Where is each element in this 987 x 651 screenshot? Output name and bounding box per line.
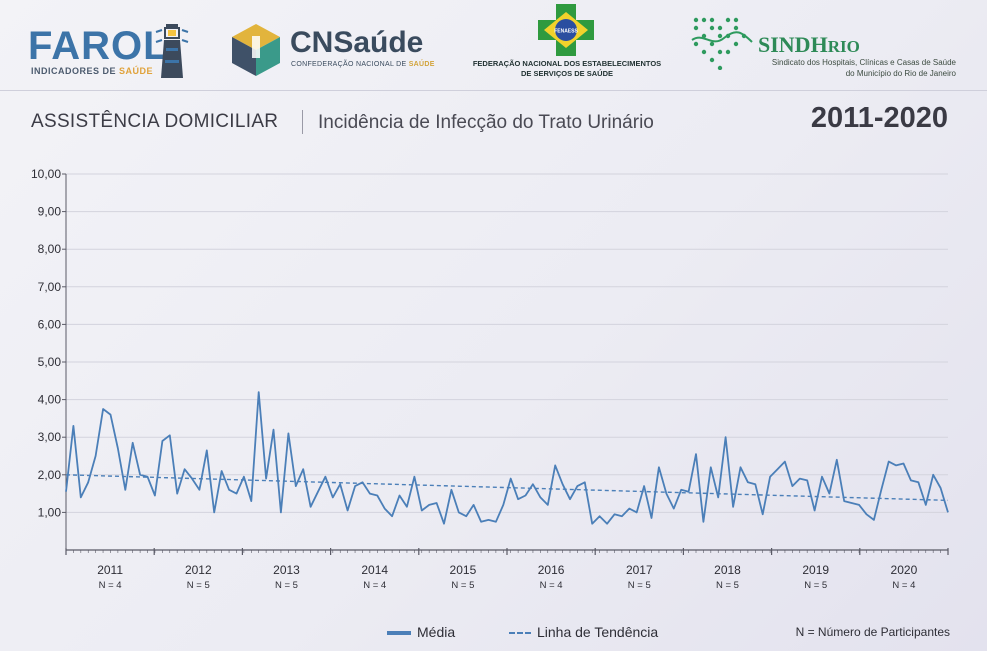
sindhrio-logo: SINDHRIO Sindicato dos Hospitais, Clínic… bbox=[690, 12, 960, 80]
x-year-label: 2012 bbox=[185, 563, 212, 577]
x-participants-label: N = 4 bbox=[540, 580, 563, 591]
fenaess-badge-text: FENAESS bbox=[554, 29, 578, 35]
period-label: 2011-2020 bbox=[810, 102, 948, 134]
farol-wordmark: FAROL bbox=[28, 24, 169, 68]
legend-trend: Linha de Tendência bbox=[509, 624, 658, 640]
y-tick-label: 3,00 bbox=[38, 430, 62, 444]
participants-note: N = Número de Participantes bbox=[795, 625, 950, 639]
x-participants-label: N = 4 bbox=[99, 580, 122, 591]
fenaess-line2: DE SERVIÇOS DE SAÚDE bbox=[521, 69, 613, 78]
series-media-line bbox=[65, 391, 949, 525]
lighthouse-icon bbox=[155, 24, 189, 78]
cnsaude-tagline: CONFEDERAÇÃO NACIONAL DE SAÚDE bbox=[291, 61, 435, 68]
x-participants-label: N = 4 bbox=[892, 580, 915, 591]
sindhrio-line2: do Município do Rio de Janeiro bbox=[845, 69, 956, 78]
fenaess-cross-icon: FENAESS bbox=[538, 4, 594, 56]
sindhrio-wordmark: SINDHRIO bbox=[758, 32, 860, 57]
x-year-label: 2017 bbox=[626, 563, 653, 577]
y-tick-label: 7,00 bbox=[38, 280, 62, 294]
y-tick-label: 10,00 bbox=[31, 167, 61, 181]
x-participants-label: N = 5 bbox=[187, 580, 210, 591]
y-tick-label: 8,00 bbox=[38, 242, 62, 256]
fenaess-logo: FENAESS FEDERAÇÃO NACIONAL DOS ESTABELEC… bbox=[462, 4, 672, 84]
y-tick-label: 2,00 bbox=[38, 468, 62, 482]
x-participants-label: N = 5 bbox=[628, 580, 651, 591]
farol-tagline: INDICADORES DE SAÚDE bbox=[31, 66, 154, 76]
line-chart: 1,00 2,00 3,00 4,00 5,00 6,00 7,00 8,00 9,00 10,0… bbox=[31, 167, 949, 591]
x-participants-label: N = 5 bbox=[275, 580, 298, 591]
y-tick-label: 6,00 bbox=[38, 317, 62, 331]
y-tick-label: 1,00 bbox=[38, 505, 62, 519]
x-participants-label: N = 4 bbox=[363, 580, 386, 591]
page-subtitle: Incidência de Infecção do Trato Urinário bbox=[318, 112, 654, 133]
legend-trend-label: Linha de Tendência bbox=[537, 624, 659, 640]
page-title: ASSISTÊNCIA DOMICILIAR bbox=[31, 111, 279, 132]
y-tick-label: 5,00 bbox=[38, 355, 62, 369]
y-tick-label: 9,00 bbox=[38, 205, 62, 219]
cnsaude-logo: CNSaúde CONFEDERAÇÃO NACIONAL DE SAÚDE bbox=[230, 22, 434, 82]
y-tick-label: 4,00 bbox=[38, 393, 62, 407]
x-year-label: 2013 bbox=[273, 563, 300, 577]
series-trend-line bbox=[65, 474, 949, 502]
legend-media: Média bbox=[387, 624, 455, 640]
x-year-label: 2014 bbox=[361, 563, 388, 577]
legend-dashed-swatch bbox=[509, 632, 531, 635]
farol-logo: FAROL INDICADORES DE SAÚDE bbox=[28, 14, 198, 78]
cnsaude-wordmark: CNSaúde bbox=[290, 26, 424, 59]
x-year-label: 2015 bbox=[450, 563, 477, 577]
x-participants-label: N = 5 bbox=[716, 580, 739, 591]
title-separator bbox=[302, 110, 303, 134]
legend-solid-swatch bbox=[387, 631, 411, 636]
fenaess-line1: FEDERAÇÃO NACIONAL DOS ESTABELECIMENTOS bbox=[472, 59, 662, 68]
x-year-label: 2019 bbox=[802, 563, 829, 577]
cnsaude-cube-icon bbox=[232, 24, 280, 76]
sindhrio-line1: Sindicato dos Hospitais, Clínicas e Casa… bbox=[771, 58, 956, 67]
x-year-label: 2011 bbox=[97, 563, 123, 577]
logo-bar: FAROL INDICADORES DE SAÚDE CNSaúde CONFE… bbox=[0, 0, 987, 88]
x-year-label: 2018 bbox=[714, 563, 741, 577]
x-participants-label: N = 5 bbox=[451, 580, 474, 591]
x-year-label: 2020 bbox=[891, 563, 918, 577]
sindhrio-dots-icon bbox=[691, 17, 753, 70]
x-year-label: 2016 bbox=[538, 563, 565, 577]
x-participants-label: N = 5 bbox=[804, 580, 827, 591]
header-divider bbox=[0, 90, 987, 91]
legend-media-label: Média bbox=[417, 624, 456, 640]
